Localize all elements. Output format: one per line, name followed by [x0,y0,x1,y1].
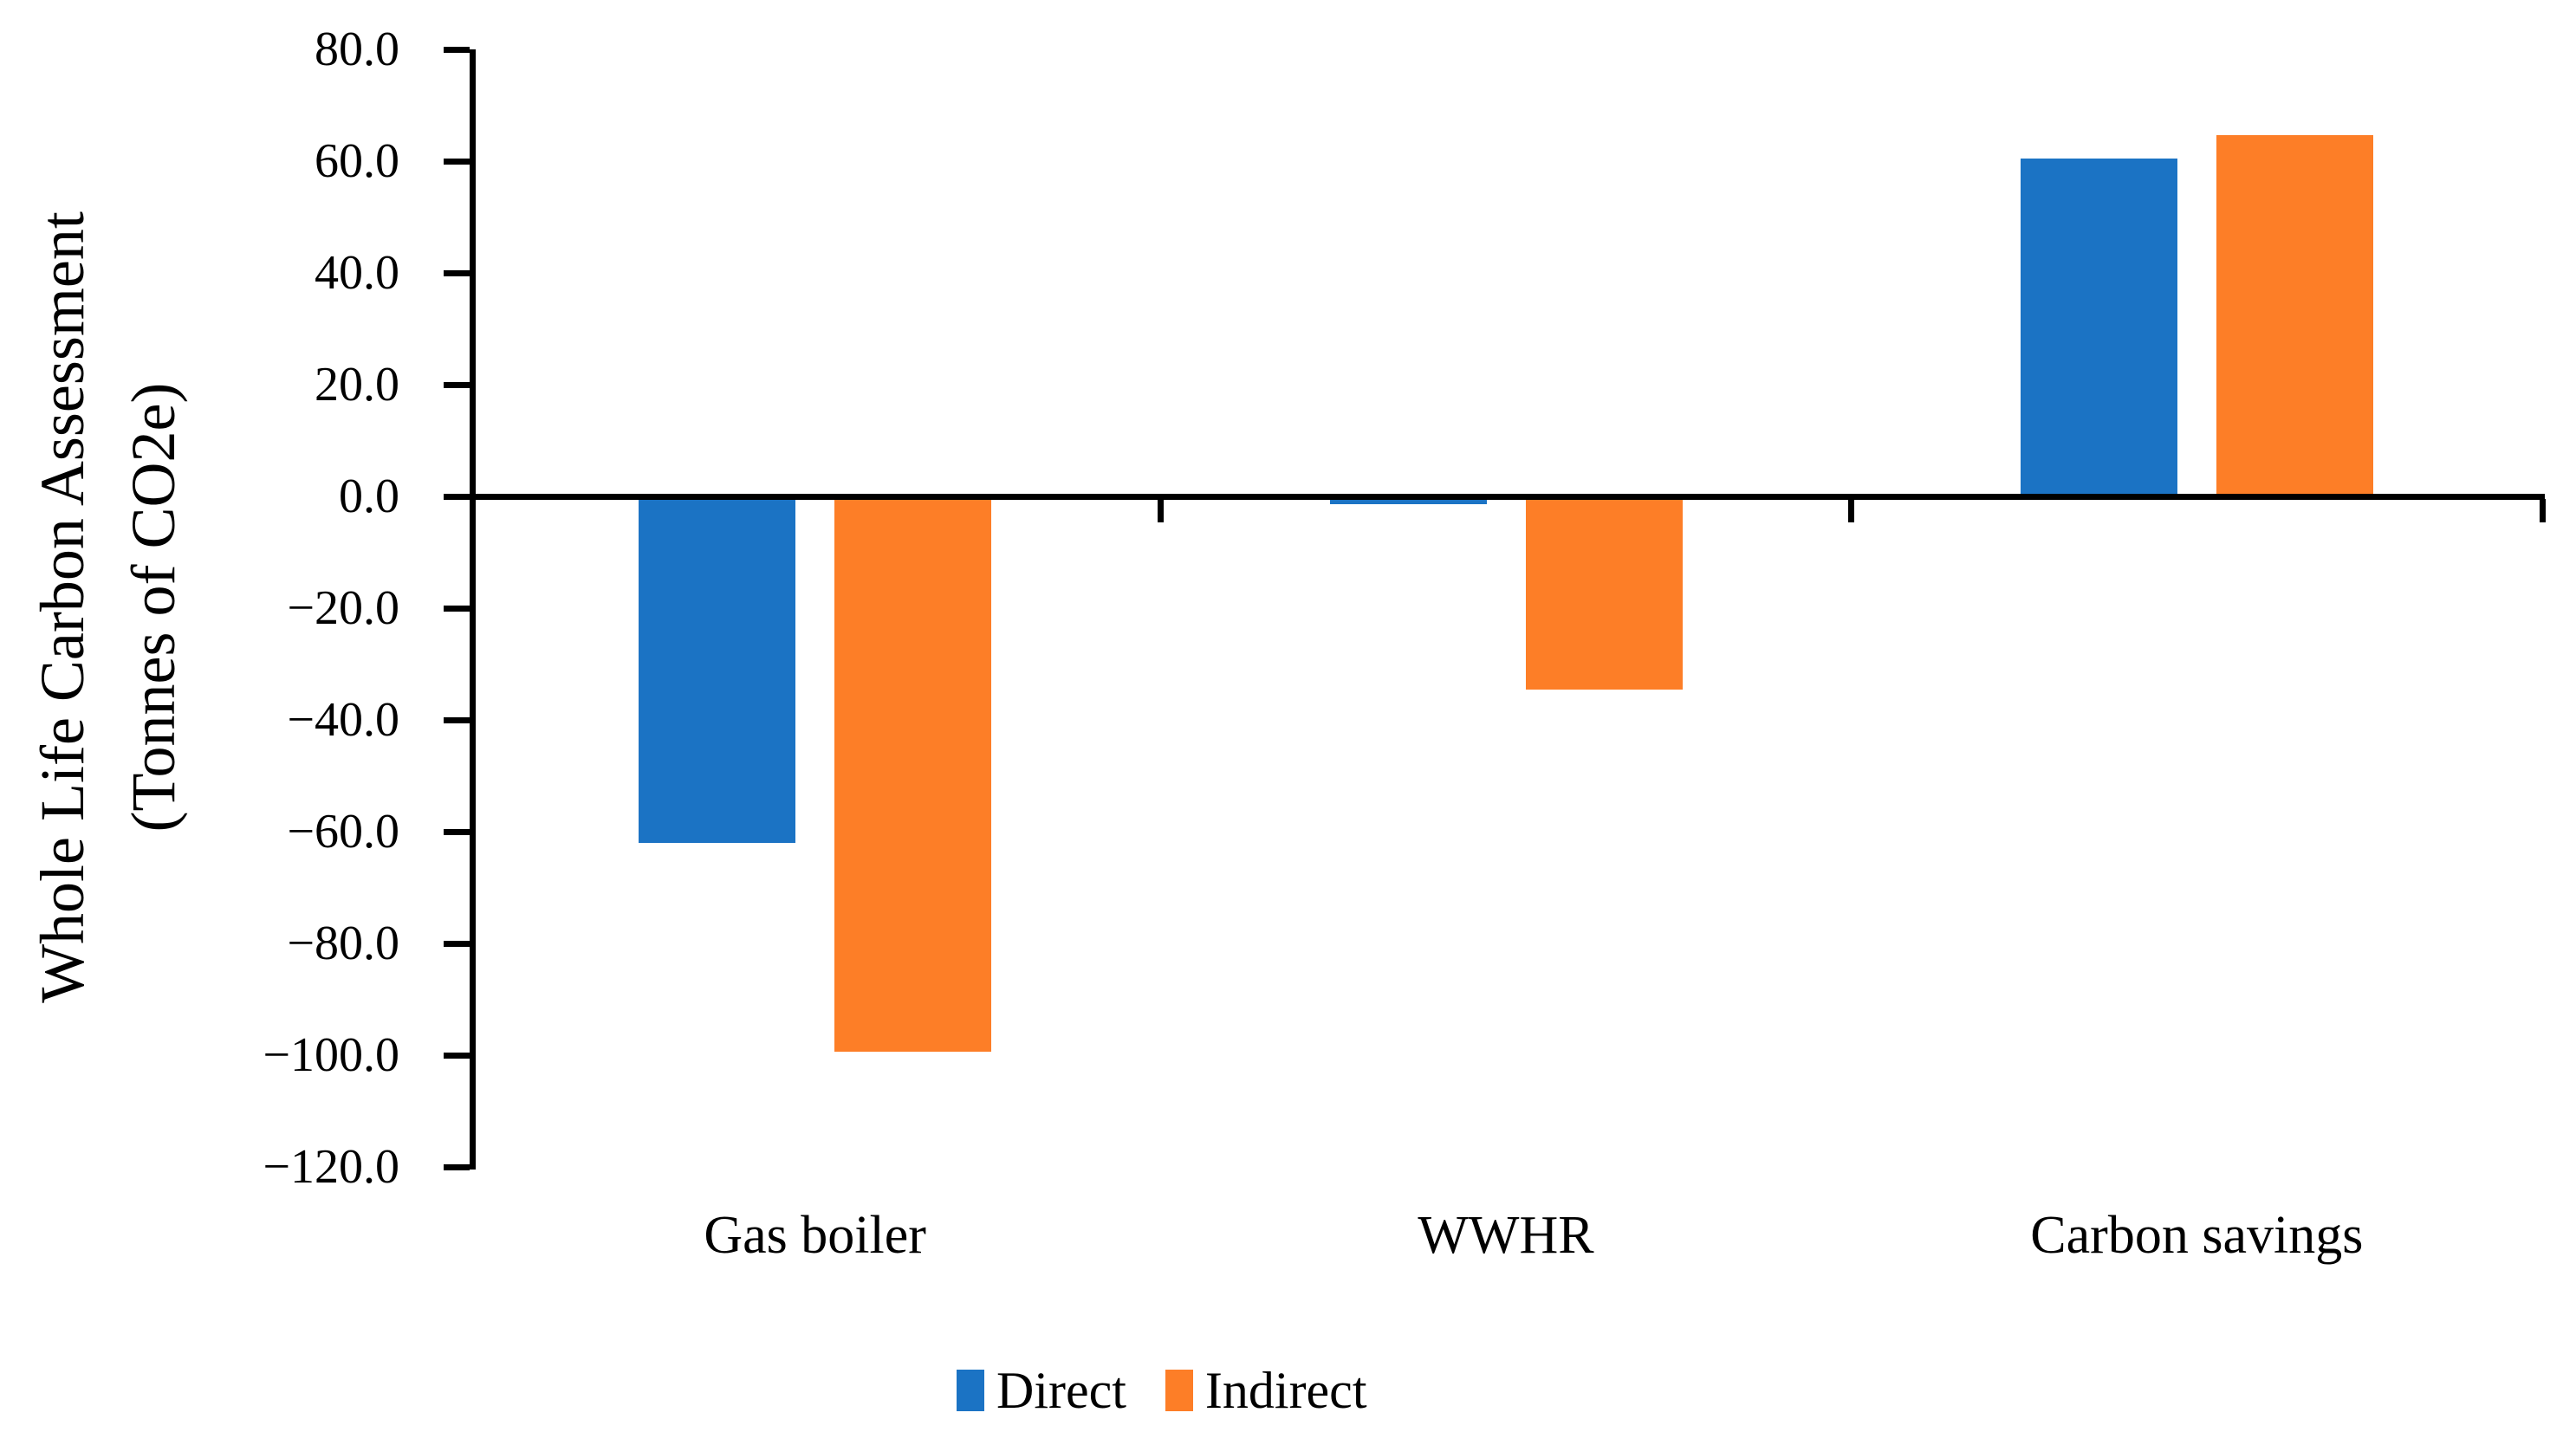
legend-item-indirect: Indirect [1165,1362,1367,1419]
legend-label: Direct [996,1362,1126,1419]
bar-gas-boiler-direct [639,496,796,843]
y-tick-label: −100.0 [263,1028,399,1082]
y-tick-label: 60.0 [315,134,399,188]
y-tick-mark [444,381,470,388]
y-tick-label: 0.0 [339,470,399,523]
y-axis-line [470,49,476,1170]
y-tick-mark [444,1052,470,1059]
y-tick-label: −20.0 [287,581,399,635]
y-tick-mark [444,46,470,53]
y-tick-label: −60.0 [287,805,399,859]
bar-gas-boiler-indirect [834,496,992,1053]
bar-wwhr-indirect [1525,496,1683,690]
legend-swatch-direct [957,1370,984,1411]
y-tick-mark [444,605,470,612]
y-tick-label: 80.0 [315,23,399,76]
legend: Direct Indirect [957,1362,1367,1419]
x-tick-mark [1157,499,1164,522]
y-tick-label: −40.0 [287,693,399,747]
bar-wwhr-direct [1329,496,1487,505]
x-category-label: WWHR [1418,1206,1594,1265]
legend-label: Indirect [1204,1362,1367,1419]
legend-item-direct: Direct [957,1362,1126,1419]
y-tick-mark [444,1163,470,1170]
y-tick-label: −120.0 [263,1140,399,1194]
bar-carbon-savings-direct [2020,158,2177,496]
y-tick-label: −80.0 [287,917,399,970]
y-tick-mark [444,269,470,276]
bar-carbon-savings-indirect [2216,135,2373,496]
y-tick-mark [444,493,470,500]
x-tick-mark [2539,499,2546,522]
y-tick-mark [444,158,470,165]
x-category-label: Carbon savings [2030,1206,2364,1265]
legend-swatch-indirect [1165,1370,1193,1411]
y-tick-mark [444,716,470,723]
y-tick-label: 40.0 [315,246,399,300]
x-tick-mark [1848,499,1855,522]
x-category-label: Gas boiler [704,1206,926,1265]
y-axis-title-line1: Whole Life Carbon Assessment [28,211,97,1003]
y-tick-mark [444,828,470,835]
y-tick-mark [444,940,470,947]
y-tick-label: 20.0 [315,358,399,411]
x-axis-line [470,494,2545,500]
